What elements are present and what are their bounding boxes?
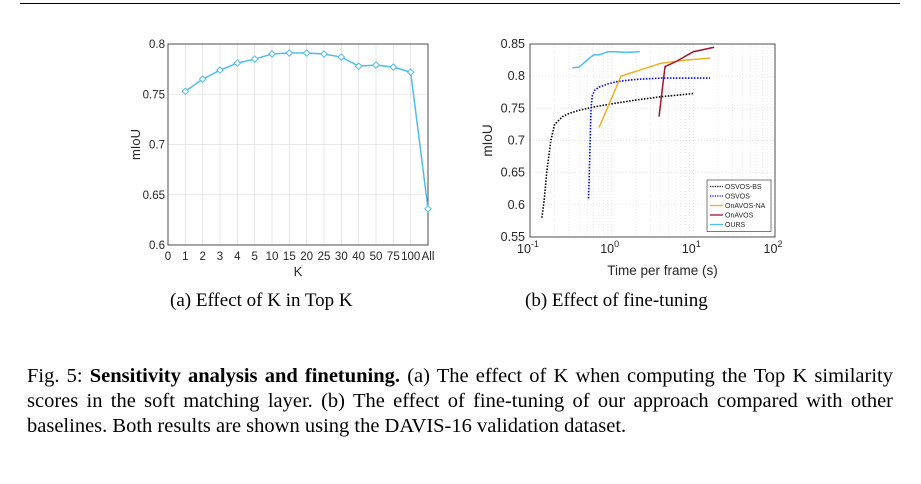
- series-line: [658, 46, 715, 117]
- y-tick-label: 0.55: [501, 230, 525, 244]
- chart-fine-tuning: 10-1 100 101 102 0.55 0.6 0.65 0.7 0.75 0.8 0.85 Ti…: [480, 37, 783, 278]
- x-tick-label: All: [422, 251, 435, 263]
- x-tick-label: 2: [199, 251, 205, 263]
- legend-label: OnAVOS: [725, 213, 754, 220]
- x-tick-label: 40: [352, 251, 365, 263]
- series-line: [541, 92, 694, 218]
- x-tick-label: 100: [600, 239, 619, 256]
- legend-label: OnAVOS-NA: [725, 203, 766, 210]
- legend-label: OSVOS-BS: [725, 184, 762, 191]
- y-axis-label: mIoU: [128, 129, 143, 160]
- data-point-marker: [302, 49, 311, 57]
- x-tick-label: 30: [335, 251, 348, 263]
- x-tick-label: 100: [401, 251, 420, 263]
- data-point-marker: [406, 68, 415, 77]
- legend-label: OSVOS: [725, 194, 750, 201]
- x-tick-label: 0: [165, 251, 171, 263]
- x-tick-label: 3: [217, 251, 223, 263]
- y-axis-label: mIoU: [480, 124, 495, 156]
- x-axis-label: Time per frame (s): [607, 263, 718, 278]
- x-tick-label: 20: [300, 251, 313, 263]
- data-point-marker: [250, 55, 259, 63]
- data-point-marker: [198, 75, 207, 84]
- data-point-marker: [285, 49, 294, 57]
- x-axis-label: K: [294, 264, 303, 279]
- y-tick-label: 0.8: [508, 69, 525, 83]
- data-point-marker: [233, 59, 242, 68]
- y-tick-label: 0.7: [149, 140, 165, 152]
- data-point-marker: [337, 53, 346, 61]
- figure-title: Sensitivity analysis and finetuning.: [89, 365, 401, 387]
- data-point-marker: [389, 63, 398, 72]
- x-tick-label: 4: [234, 251, 241, 263]
- y-tick-label: 0.6: [508, 198, 525, 212]
- x-tick-label: 75: [387, 251, 400, 263]
- series-line: [587, 77, 711, 199]
- y-tick-label: 0.7: [508, 134, 525, 148]
- top-rule: [20, 3, 900, 4]
- x-tick-label: 50: [370, 251, 383, 263]
- legend-label: OURS: [725, 222, 746, 229]
- x-tick-label: 101: [682, 239, 701, 256]
- y-tick-label: 0.65: [501, 166, 525, 180]
- data-point-marker: [354, 62, 363, 71]
- y-tick-label: 0.8: [149, 39, 165, 51]
- x-tick-label: 5: [251, 251, 257, 263]
- data-point-marker: [181, 87, 190, 96]
- axes-box-b: [529, 43, 776, 238]
- figure-label: Fig. 5:: [27, 365, 90, 387]
- x-tick-label: 102: [764, 239, 783, 256]
- y-tick-label: 0.75: [143, 89, 165, 101]
- data-point-marker: [216, 66, 224, 75]
- x-tick-label: 15: [283, 251, 296, 263]
- chart-top-k: 0 1 2 3 4 5 10 15 20 25 30 40 50 75 100 All 0.6 0.65 0.7 0.…: [128, 39, 435, 279]
- subcaption-b: (b) Effect of fine-tuning: [525, 290, 708, 311]
- y-tick-label: 0.65: [143, 190, 165, 202]
- x-tick-label: 1: [182, 251, 188, 263]
- figure-caption: Fig. 5: Sensitivity analysis and finetun…: [27, 364, 893, 439]
- y-tick-label: 0.85: [501, 37, 525, 51]
- x-tick-label: 10: [266, 251, 279, 263]
- subcaption-a: (a) Effect of K in Top K: [170, 290, 353, 311]
- data-point-marker: [268, 50, 276, 58]
- series-line: [572, 50, 640, 69]
- y-tick-label: 0.6: [149, 240, 165, 252]
- x-tick-label: 25: [318, 251, 331, 263]
- y-tick-label: 0.75: [501, 101, 525, 115]
- data-point-marker: [320, 50, 328, 58]
- series-line: [598, 57, 711, 128]
- axes-box-a: [167, 43, 429, 246]
- data-point-marker: [424, 204, 432, 213]
- x-tick-label: 10-1: [517, 239, 539, 256]
- data-point-marker: [372, 61, 380, 70]
- figure-body: (a) The effect of K when computing the T…: [27, 365, 893, 437]
